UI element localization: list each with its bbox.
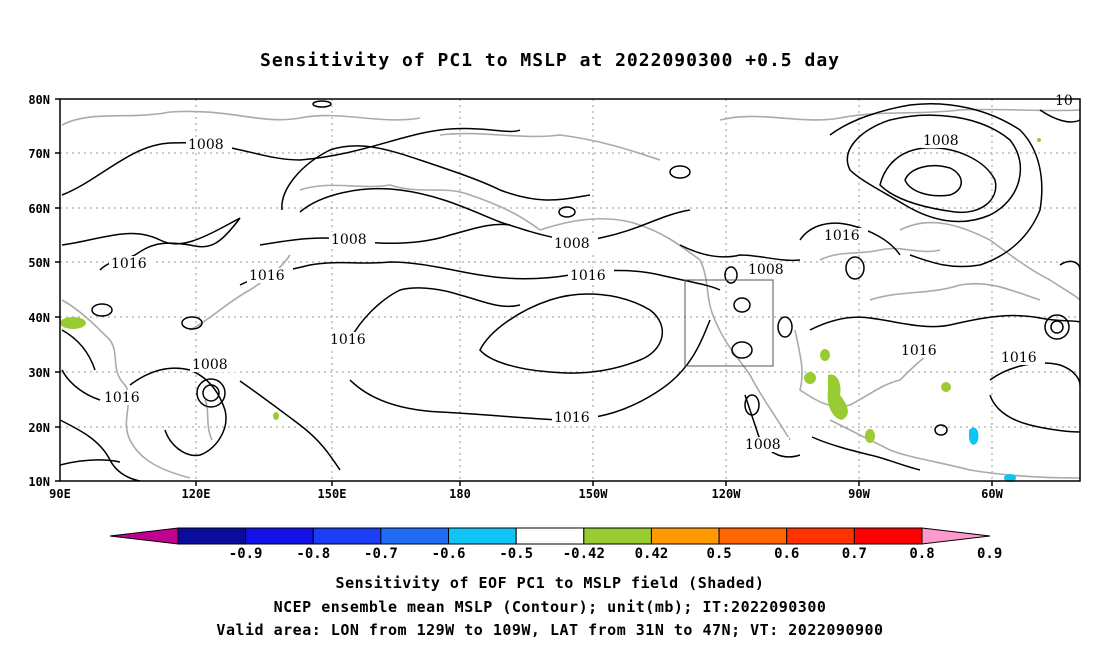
colorbar-upper-extension bbox=[921, 527, 991, 545]
contour-label: 1016 bbox=[824, 228, 860, 244]
colorbar-lower-extension bbox=[109, 527, 179, 545]
lat-label: 80N bbox=[28, 93, 50, 107]
contour-label: 1016 bbox=[249, 268, 285, 284]
contour-label: 10 bbox=[1055, 93, 1073, 109]
map-title: Sensitivity of PC1 to MSLP at 2022090300… bbox=[259, 50, 840, 71]
contour-label: 1008 bbox=[923, 133, 959, 149]
lat-label: 30N bbox=[28, 366, 50, 380]
contour-label: 1016 bbox=[330, 332, 366, 348]
colorbar-tick-label: 0.6 bbox=[774, 546, 799, 562]
lat-label: 50N bbox=[28, 256, 50, 270]
lon-label: 90E bbox=[49, 487, 71, 501]
contour-labels: 1008 1008 1008 1016 1016 1008 1016 1016 … bbox=[102, 93, 1078, 453]
caption-line-2: NCEP ensemble mean MSLP (Contour); unit(… bbox=[273, 598, 827, 616]
colorbar: -0.9 -0.8 -0.7 -0.6 -0.5 -0.42 0.42 0.5 0.6 0.7 0.… bbox=[109, 527, 1002, 562]
lon-axis-labels: 90E 120E 150E 180 150W 120W 90W 60W bbox=[49, 487, 1003, 501]
map-frame bbox=[59, 98, 1081, 482]
colorbar-swatch bbox=[786, 527, 855, 545]
lon-label: 150E bbox=[318, 487, 347, 501]
lon-label: 90W bbox=[848, 487, 870, 501]
valid-area-box bbox=[684, 279, 774, 367]
colorbar-tick-label: -0.9 bbox=[229, 546, 263, 562]
contour-label: 1008 bbox=[554, 236, 590, 252]
colorbar-swatch bbox=[515, 527, 585, 545]
contour-label: 1016 bbox=[111, 256, 147, 272]
contour-label: 1016 bbox=[570, 268, 606, 284]
colorbar-tick-label: 0.42 bbox=[635, 546, 669, 562]
lat-label: 10N bbox=[28, 475, 50, 489]
colorbar-tick-label: 0.5 bbox=[706, 546, 731, 562]
colorbar-swatch bbox=[312, 527, 382, 545]
colorbar-tick-label: -0.6 bbox=[432, 546, 466, 562]
colorbar-tick-label: 0.7 bbox=[842, 546, 867, 562]
contour-label: 1016 bbox=[554, 410, 590, 426]
colorbar-swatch bbox=[448, 527, 517, 545]
lat-label: 70N bbox=[28, 147, 50, 161]
caption-line-1: Sensitivity of EOF PC1 to MSLP field (Sh… bbox=[335, 574, 765, 592]
lon-label: 120E bbox=[182, 487, 211, 501]
contour-label: 1016 bbox=[901, 343, 937, 359]
lat-label: 20N bbox=[28, 421, 50, 435]
lon-label: 150W bbox=[579, 487, 609, 501]
contour-label: 1008 bbox=[745, 437, 781, 453]
colorbar-tick-label: -0.7 bbox=[364, 546, 398, 562]
colorbar-tick-label: -0.5 bbox=[499, 546, 533, 562]
contour-label: 1008 bbox=[192, 357, 228, 373]
lon-label: 180 bbox=[449, 487, 471, 501]
colorbar-tick-label: -0.42 bbox=[563, 546, 605, 562]
lat-axis-labels: 80N 70N 60N 50N 40N 30N 20N 10N bbox=[28, 93, 50, 489]
contour-label: 1008 bbox=[748, 262, 784, 278]
colorbar-swatch bbox=[650, 527, 720, 545]
lat-label: 40N bbox=[28, 311, 50, 325]
contour-label: 1008 bbox=[188, 137, 224, 153]
colorbar-swatch bbox=[583, 527, 652, 545]
colorbar-swatch bbox=[718, 527, 788, 545]
contour-label: 1016 bbox=[1001, 350, 1037, 366]
colorbar-swatch bbox=[380, 527, 450, 545]
caption-line-3: Valid area: LON from 129W to 109W, LAT f… bbox=[216, 621, 884, 639]
coastlines bbox=[61, 108, 1081, 479]
contour-label: 1016 bbox=[104, 390, 140, 406]
colorbar-tick-label: -0.8 bbox=[296, 546, 330, 562]
contour-label: 1008 bbox=[331, 232, 367, 248]
mslp-contours bbox=[59, 100, 1081, 482]
lon-label: 60W bbox=[981, 487, 1003, 501]
colorbar-swatch bbox=[245, 527, 314, 545]
colorbar-tick-label: 0.8 bbox=[909, 546, 934, 562]
colorbar-swatch bbox=[177, 527, 247, 545]
colorbar-swatch bbox=[853, 527, 923, 545]
lat-label: 60N bbox=[28, 202, 50, 216]
colorbar-tick-label: 0.9 bbox=[977, 546, 1002, 562]
sensitivity-shading bbox=[60, 138, 1041, 482]
lon-label: 120W bbox=[712, 487, 742, 501]
